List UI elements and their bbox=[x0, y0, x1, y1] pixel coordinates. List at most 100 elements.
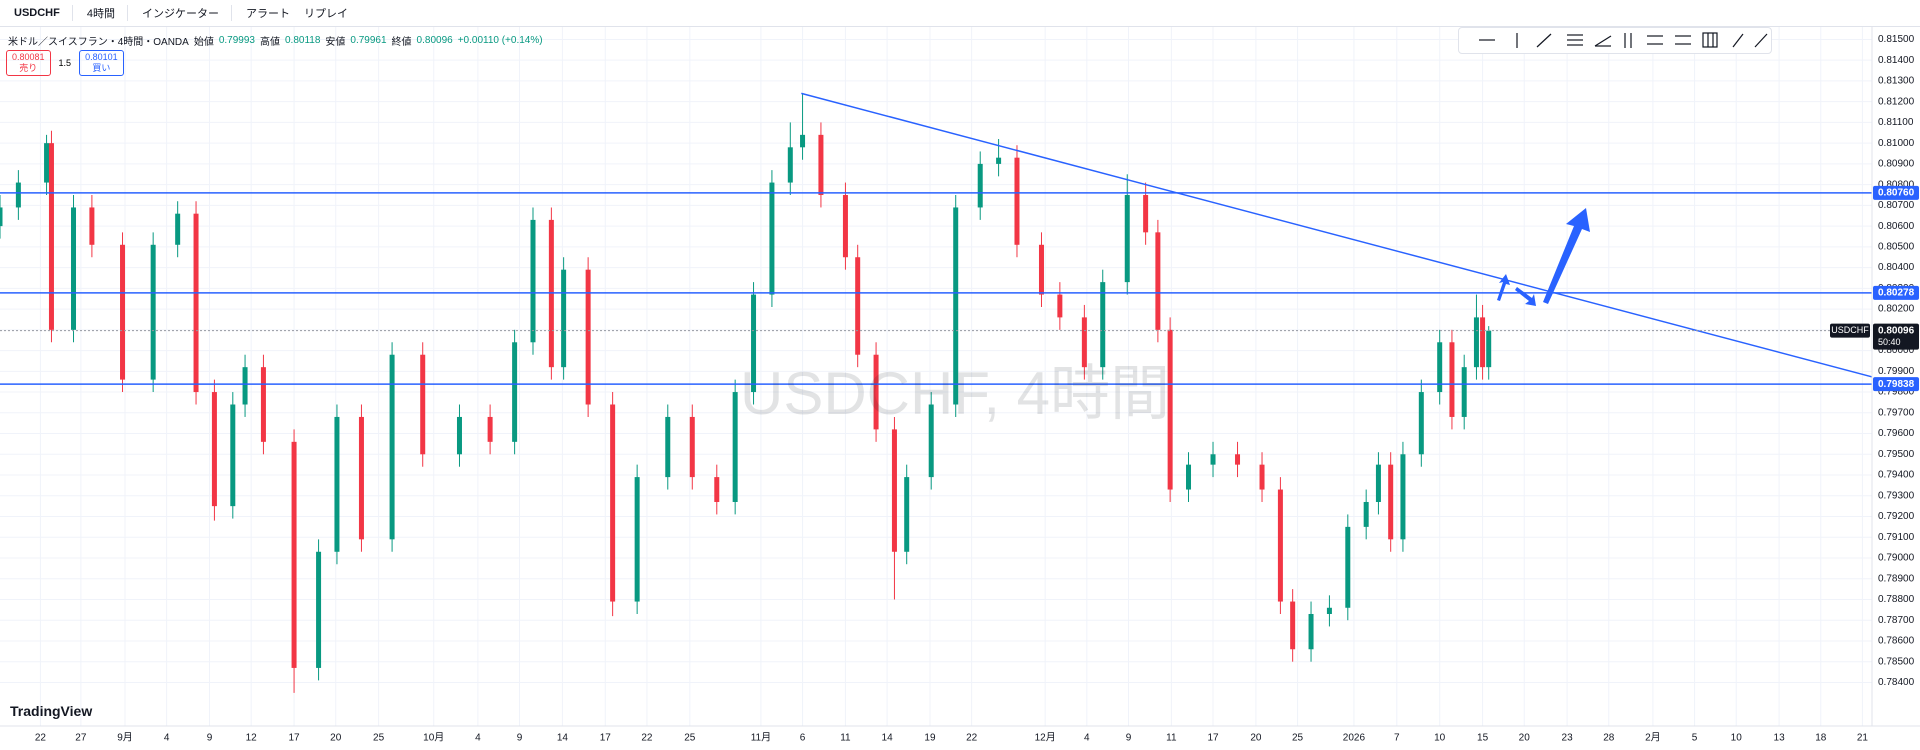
x-tick-label: 21 bbox=[1857, 733, 1869, 744]
candle-body bbox=[260, 367, 266, 442]
candle-body bbox=[977, 163, 983, 208]
x-tick-label: 2月 bbox=[1645, 732, 1661, 744]
candle-body bbox=[242, 367, 248, 405]
x-tick-label: 14 bbox=[882, 733, 894, 744]
sell-price: 0.80081 bbox=[12, 52, 45, 62]
candle-body bbox=[1449, 342, 1455, 417]
x-tick-label: 11 bbox=[1166, 733, 1177, 744]
separator bbox=[230, 5, 232, 21]
x-tick-label: 13 bbox=[1774, 733, 1786, 744]
arrow bbox=[1497, 274, 1510, 301]
candle-body bbox=[787, 147, 793, 183]
x-tick-label: 11 bbox=[840, 733, 851, 744]
candle-body bbox=[530, 219, 536, 343]
x-tick-label: 27 bbox=[75, 733, 87, 744]
x-tick-label: 9月 bbox=[117, 732, 133, 744]
candle-body bbox=[873, 354, 879, 430]
legend-title: 米ドル／スイスフラン・4時間・OANDA bbox=[8, 37, 189, 48]
arrow bbox=[1543, 208, 1590, 304]
candle-body bbox=[1461, 367, 1467, 417]
change-value: +0.00110 (+0.14%) bbox=[457, 35, 543, 46]
buy-price: 0.80101 bbox=[85, 52, 118, 62]
legend: 米ドル／スイスフラン・4時間・OANDA 始値 0.79993 高値 0.80118… bbox=[8, 33, 543, 48]
candle-body bbox=[904, 477, 910, 552]
x-tick-label: 12月 bbox=[1035, 732, 1056, 744]
candle-body bbox=[818, 134, 824, 196]
candle-body bbox=[1155, 232, 1161, 330]
candle-body bbox=[1345, 526, 1351, 608]
countdown: 50:40 bbox=[1878, 337, 1901, 347]
x-tick-label: 4 bbox=[164, 733, 170, 744]
candle-body bbox=[1290, 601, 1296, 650]
y-tick-label: 0.81300 bbox=[1878, 76, 1915, 87]
x-tick-label: 20 bbox=[1250, 733, 1262, 744]
level-tag bbox=[1873, 377, 1919, 392]
drawing-toolbar[interactable] bbox=[1458, 27, 1772, 54]
x-tick-label: 10月 bbox=[423, 732, 444, 744]
watermark: USDCHF, 4時間 bbox=[740, 360, 1171, 427]
y-tick-label: 0.78800 bbox=[1878, 594, 1915, 605]
candle-body bbox=[291, 441, 297, 668]
candle-body bbox=[334, 416, 340, 552]
candle-body bbox=[1100, 282, 1106, 368]
candle-body bbox=[1308, 613, 1314, 650]
candle-body bbox=[89, 207, 95, 245]
spread: 1.5 bbox=[58, 58, 72, 68]
candle-body bbox=[769, 182, 775, 295]
candle-body bbox=[1081, 317, 1087, 368]
close-value: 0.80096 bbox=[416, 35, 453, 46]
sell-button[interactable]: 0.80081 売り bbox=[6, 50, 51, 76]
candle-body bbox=[389, 354, 395, 540]
price-tag bbox=[1873, 323, 1919, 350]
candle-body bbox=[610, 404, 616, 602]
candle-body bbox=[585, 269, 591, 405]
symbol-tag bbox=[1830, 323, 1870, 338]
buy-button[interactable]: 0.80101 買い bbox=[79, 50, 124, 76]
candle-body bbox=[71, 207, 77, 330]
high-value: 0.80118 bbox=[284, 35, 321, 46]
candle-body bbox=[1235, 454, 1241, 465]
candle-body bbox=[953, 207, 959, 405]
replay-button[interactable]: リプレイ bbox=[303, 8, 348, 20]
separator bbox=[126, 5, 128, 21]
x-tick-label: 17 bbox=[289, 733, 301, 744]
y-tick-label: 0.80600 bbox=[1878, 221, 1915, 232]
candle-body bbox=[211, 392, 217, 507]
x-tick-label: 28 bbox=[1603, 733, 1615, 744]
y-tick-label: 0.80700 bbox=[1878, 200, 1915, 211]
top-toolbar: USDCHF 4時間 インジケーター アラート リプレイ bbox=[0, 0, 1920, 27]
y-tick-label: 0.80200 bbox=[1878, 304, 1915, 315]
indicators-button[interactable]: インジケーター bbox=[141, 8, 219, 20]
candle-body bbox=[1473, 317, 1479, 368]
candle-body bbox=[0, 207, 3, 227]
x-tick-label: 22 bbox=[35, 733, 47, 744]
y-tick-label: 0.78700 bbox=[1878, 615, 1915, 626]
level-tag-label: 0.80760 bbox=[1878, 188, 1915, 199]
candle-body bbox=[420, 354, 426, 455]
y-tick-label: 0.78600 bbox=[1878, 636, 1915, 647]
candle-body bbox=[1388, 464, 1394, 540]
candle-body bbox=[634, 477, 640, 602]
interval-button[interactable]: 4時間 bbox=[86, 8, 115, 20]
candle-body bbox=[1326, 607, 1332, 614]
drawing-tools bbox=[1479, 32, 1768, 48]
alert-button[interactable]: アラート bbox=[245, 8, 290, 20]
candle-body bbox=[842, 195, 848, 258]
y-tick-label: 0.79500 bbox=[1878, 449, 1915, 460]
candle-body bbox=[732, 392, 738, 502]
x-tick-label: 9 bbox=[207, 733, 213, 744]
candle-body bbox=[1186, 464, 1192, 490]
candle-body bbox=[316, 551, 322, 668]
open-label: 始値 bbox=[193, 37, 214, 48]
y-tick-label: 0.79900 bbox=[1878, 366, 1915, 377]
trade-panel: 0.80081 売り 1.5 0.80101 買い bbox=[6, 50, 124, 76]
x-tick-label: 18 bbox=[1815, 733, 1827, 744]
x-tick-label: 25 bbox=[373, 733, 385, 744]
high-label: 高値 bbox=[259, 37, 280, 48]
candle-body bbox=[714, 477, 720, 502]
y-tick-label: 0.80400 bbox=[1878, 262, 1915, 273]
x-tick-label: 4 bbox=[1084, 733, 1090, 744]
symbol-button[interactable]: USDCHF bbox=[14, 7, 60, 19]
candle-body bbox=[48, 143, 54, 330]
